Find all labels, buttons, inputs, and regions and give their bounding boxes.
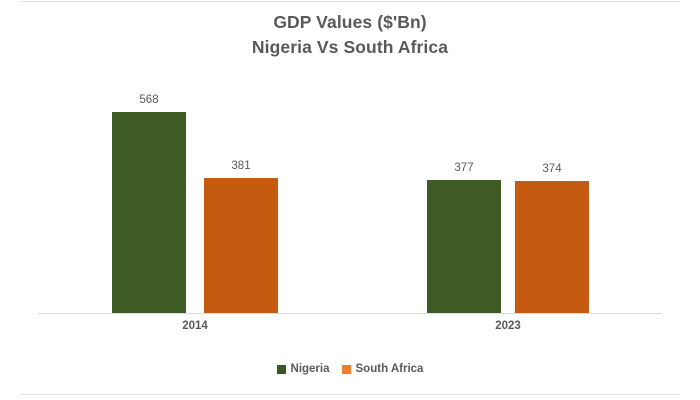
legend-item-nigeria[interactable]: Nigeria — [276, 362, 330, 376]
bar-nigeria-2023[interactable] — [427, 180, 501, 313]
bar-nigeria-2014[interactable] — [112, 112, 186, 313]
chart-legend: Nigeria South Africa — [0, 362, 700, 376]
bars-layer — [112, 112, 589, 313]
data-label-south-africa-2014: 381 — [231, 160, 251, 172]
data-label-nigeria-2023: 377 — [454, 162, 474, 174]
category-label-2023: 2023 — [495, 320, 521, 332]
chart-title: GDP Values ($'Bn) Nigeria Vs South Afric… — [0, 10, 700, 60]
chart-bottom-rule — [20, 394, 680, 395]
bar-south-africa-2023[interactable] — [515, 181, 589, 313]
chart-title-line-2: Nigeria Vs South Africa — [251, 37, 449, 57]
chart-title-line-1: GDP Values ($'Bn) — [273, 12, 427, 32]
legend-swatch-nigeria — [276, 364, 286, 374]
legend-label-nigeria: Nigeria — [290, 363, 330, 375]
data-label-south-africa-2023: 374 — [542, 163, 562, 175]
bar-south-africa-2014[interactable] — [204, 178, 278, 313]
chart-top-rule — [20, 1, 680, 2]
category-axis-line — [38, 313, 662, 314]
data-label-nigeria-2014: 568 — [139, 94, 159, 106]
legend-swatch-south-africa — [341, 364, 351, 374]
category-label-2014: 2014 — [182, 320, 208, 332]
legend-item-south-africa[interactable]: South Africa — [341, 362, 424, 376]
legend-label-south-africa: South Africa — [355, 363, 424, 375]
